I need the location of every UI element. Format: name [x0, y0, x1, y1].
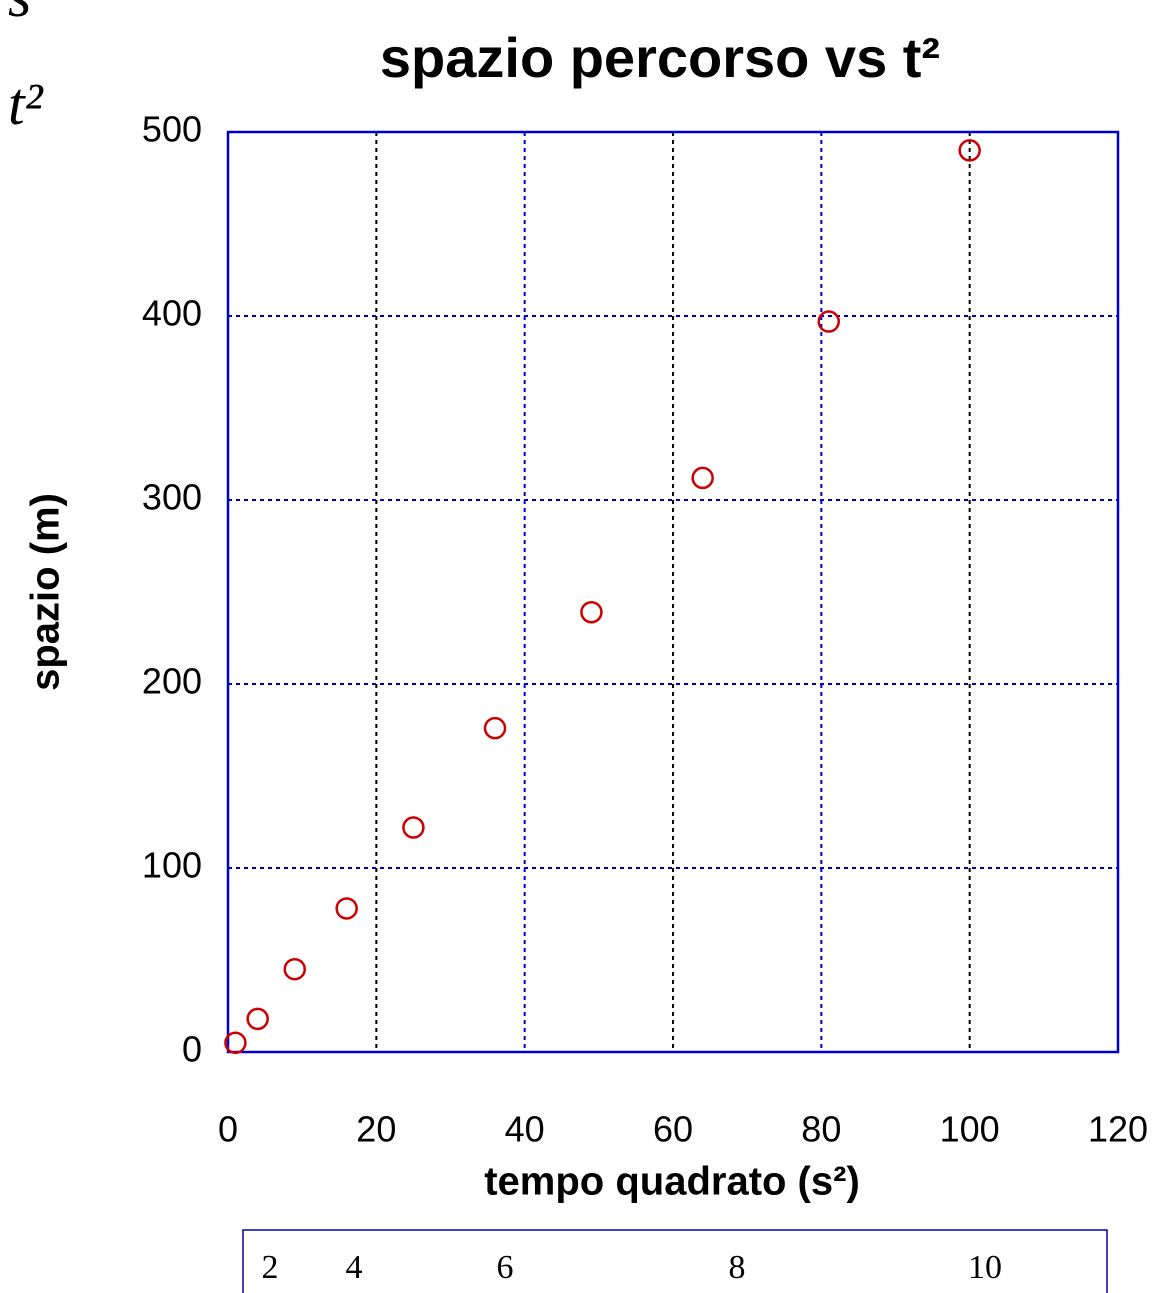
y-tick-label: 500	[142, 109, 202, 150]
point	[402, 816, 425, 839]
y-axis-label: spazio (m)	[24, 493, 68, 691]
y-tick-label: 300	[142, 477, 202, 518]
point	[335, 897, 358, 920]
y-tick-label: 100	[142, 845, 202, 886]
table-cell: 2	[262, 1249, 279, 1286]
corner-label: t²	[8, 71, 44, 137]
point	[580, 600, 603, 624]
x-tick-label: 120	[1088, 1109, 1148, 1150]
x-tick-label: 100	[940, 1109, 1000, 1150]
x-tick-label: 20	[356, 1109, 396, 1150]
x-axis-label: tempo quadrato (s²)	[484, 1160, 860, 1204]
x-tick-label: 40	[505, 1109, 545, 1150]
point	[483, 716, 507, 740]
table-cell: 4	[346, 1249, 363, 1286]
point	[283, 957, 306, 981]
table-cell: 6	[497, 1249, 514, 1286]
corner-label: s	[8, 0, 31, 29]
x-tick-label: 80	[801, 1109, 841, 1150]
y-tick-label: 400	[142, 293, 202, 334]
y-tick-label: 200	[142, 661, 202, 702]
table-cell: 8	[729, 1249, 746, 1286]
x-tick-label: 0	[218, 1109, 238, 1150]
table-box	[242, 1229, 1108, 1293]
y-tick-label: 0	[182, 1029, 202, 1070]
point	[958, 139, 981, 162]
plot-frame	[226, 130, 1120, 1054]
point	[817, 310, 840, 333]
point	[224, 1031, 247, 1055]
point	[246, 1007, 269, 1031]
x-tick-label: 60	[653, 1109, 693, 1150]
table-cell: 10	[968, 1249, 1002, 1286]
chart-title: spazio percorso vs t²	[380, 26, 940, 89]
point	[691, 466, 714, 490]
